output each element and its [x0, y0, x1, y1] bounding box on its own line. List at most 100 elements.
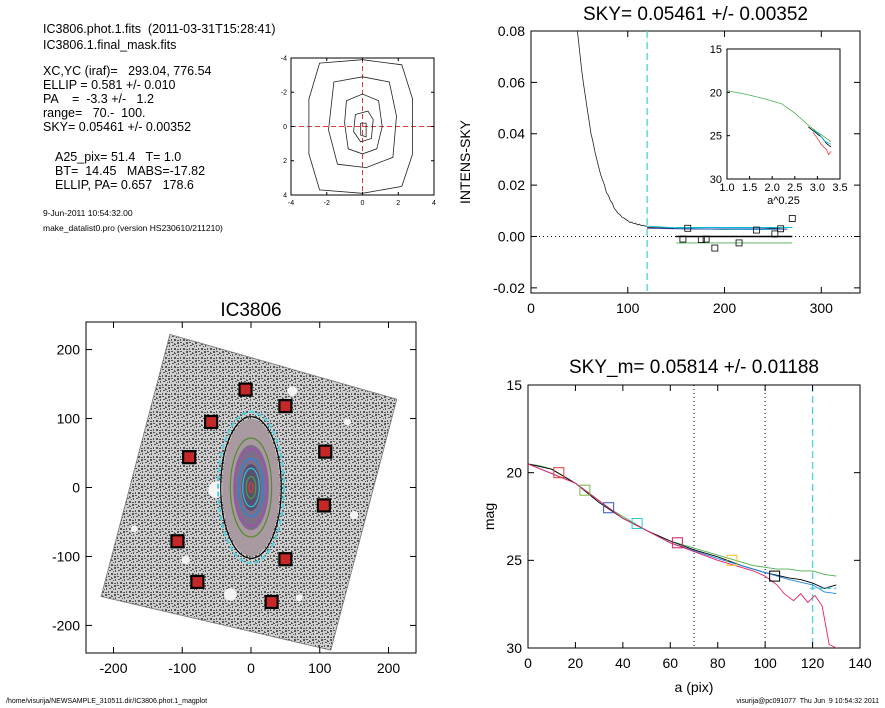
mag-y-label: mag — [481, 503, 497, 530]
inset-y-tick-label: 20 — [710, 87, 722, 99]
inset-x-tick-label: 3.0 — [810, 182, 825, 194]
mag-series — [527, 463, 837, 595]
x-tick-label: 2 — [396, 200, 400, 207]
mag-marker — [579, 484, 591, 496]
profile-tail — [647, 227, 788, 230]
x-tick-label: -200 — [99, 660, 127, 676]
x-tick-label: 80 — [710, 655, 726, 671]
sky-sample-marker — [711, 244, 719, 252]
contour-line — [308, 59, 413, 194]
info-line: BT= 14.45 MABS=-17.82 — [55, 164, 206, 178]
sky-sample-marker — [777, 225, 785, 233]
inset-x-tick-label: 1.5 — [742, 182, 757, 194]
contour-line — [344, 93, 383, 155]
y-tick-label: 0.06 — [498, 74, 525, 90]
profile-tail — [647, 225, 788, 231]
info-line: make_datalist0.pro (version HS230610/211… — [43, 223, 223, 233]
y-tick-label: 0 — [72, 479, 80, 495]
sky-box-marker — [278, 399, 293, 414]
sky-sample-marker — [753, 226, 760, 234]
info-line: PA = -3.3 +/- 1.2 — [43, 92, 154, 106]
info-line: A25_pix= 51.4 T= 1.0 — [55, 150, 182, 164]
sky-box-marker — [238, 382, 253, 397]
sky-sample-marker — [788, 215, 796, 222]
y-tick-label: 15 — [506, 377, 522, 393]
isophote-ellipse — [220, 416, 282, 559]
isophote-ellipse — [238, 458, 264, 517]
inset-y-tick-label: 25 — [710, 131, 722, 143]
info-line: IC3806.1.final_mask.fits — [43, 38, 177, 52]
contour-line — [328, 76, 397, 169]
image-title: IC3806 — [220, 300, 281, 321]
info-line: 9-Jun-2011 10:54:32.00 — [43, 208, 133, 218]
x-tick-label: 300 — [810, 300, 834, 316]
isophote-ellipse — [217, 410, 285, 565]
y-tick-label: 25 — [506, 552, 522, 568]
mag-series — [527, 463, 837, 577]
footer-path: /home/visurija/NEWSAMPLE_310511.dir/IC38… — [6, 698, 208, 705]
y-tick-label: -200 — [52, 617, 80, 633]
inset-x-tick-label: 1.0 — [719, 182, 734, 194]
x-tick-label: 20 — [568, 655, 584, 671]
info-line: ELLIP, PA= 0.657 178.6 — [55, 178, 194, 192]
masked-star — [343, 418, 351, 426]
x-tick-label: 60 — [662, 655, 678, 671]
plot-frame — [527, 384, 861, 649]
x-tick-label: 200 — [713, 300, 737, 316]
sky-box-marker — [318, 444, 333, 459]
info-line: SKY= 0.05461 +/- 0.00352 — [43, 120, 192, 134]
masked-star — [224, 588, 237, 601]
image-content — [100, 333, 398, 651]
y-tick-label: 0.08 — [498, 23, 525, 39]
sky-sample-marker — [702, 235, 710, 243]
y-tick-label: 0.04 — [498, 126, 525, 142]
masked-star — [350, 510, 359, 520]
mag-marker — [631, 518, 643, 530]
y-tick-label: 30 — [506, 640, 522, 656]
mag-series — [527, 463, 837, 589]
mag-marker — [769, 570, 781, 582]
inset-y-tick-label: 30 — [710, 174, 722, 186]
inset-x-tick-label: 2.5 — [787, 182, 802, 194]
sky-box-marker — [182, 450, 197, 465]
sky-sample-marker — [684, 224, 692, 232]
info-line: XC,YC (iraf)= 293.04, 776.54 — [43, 64, 212, 78]
isophote-ellipse — [233, 448, 269, 527]
masked-star — [181, 555, 190, 565]
y-tick-label: -4 — [281, 55, 287, 62]
inset-series — [812, 131, 832, 156]
info-line: range= 70.- 100. — [43, 106, 146, 120]
masked-star — [130, 525, 138, 533]
x-tick-label: 140 — [848, 655, 872, 671]
x-tick-label: 100 — [616, 300, 640, 316]
isophote-ellipse — [248, 482, 254, 493]
mag-marker — [671, 537, 683, 549]
inset-y-tick-label: 15 — [710, 44, 722, 56]
sky-box-marker — [204, 414, 219, 430]
y-tick-label: 2 — [283, 158, 287, 165]
masked-star — [287, 386, 298, 396]
mag-x-label: a (pix) — [675, 679, 714, 695]
sky-sample-marker — [697, 236, 705, 243]
y-tick-label: 0.02 — [498, 177, 525, 193]
x-tick-label: 0 — [247, 660, 255, 676]
info-line: IC3806.phot.1.fits (2011-03-31T15:28:41) — [43, 22, 276, 36]
galaxy-image-plot: -200 -100 0 100 200 200 100 0 -100 -200 IC3806 — [52, 300, 417, 676]
x-tick-label: 100 — [308, 660, 332, 676]
mag-series — [527, 463, 837, 649]
plot-frame — [530, 30, 861, 294]
inset-series — [726, 90, 832, 143]
x-tick-label: 0 — [527, 300, 535, 316]
x-tick-label: 40 — [615, 655, 631, 671]
y-tick-label: 100 — [57, 410, 81, 426]
y-tick-label: 4 — [283, 192, 287, 199]
sky-sample-marker — [771, 230, 779, 238]
inset-x-label: a^0.25 — [767, 195, 800, 207]
y-tick-label: 20 — [506, 465, 522, 481]
y-tick-label: -2 — [281, 90, 287, 97]
sky-y-label: INTENS-SKY — [457, 119, 473, 204]
inset-x-tick-label: 3.5 — [832, 182, 847, 194]
contour-line — [360, 122, 367, 138]
